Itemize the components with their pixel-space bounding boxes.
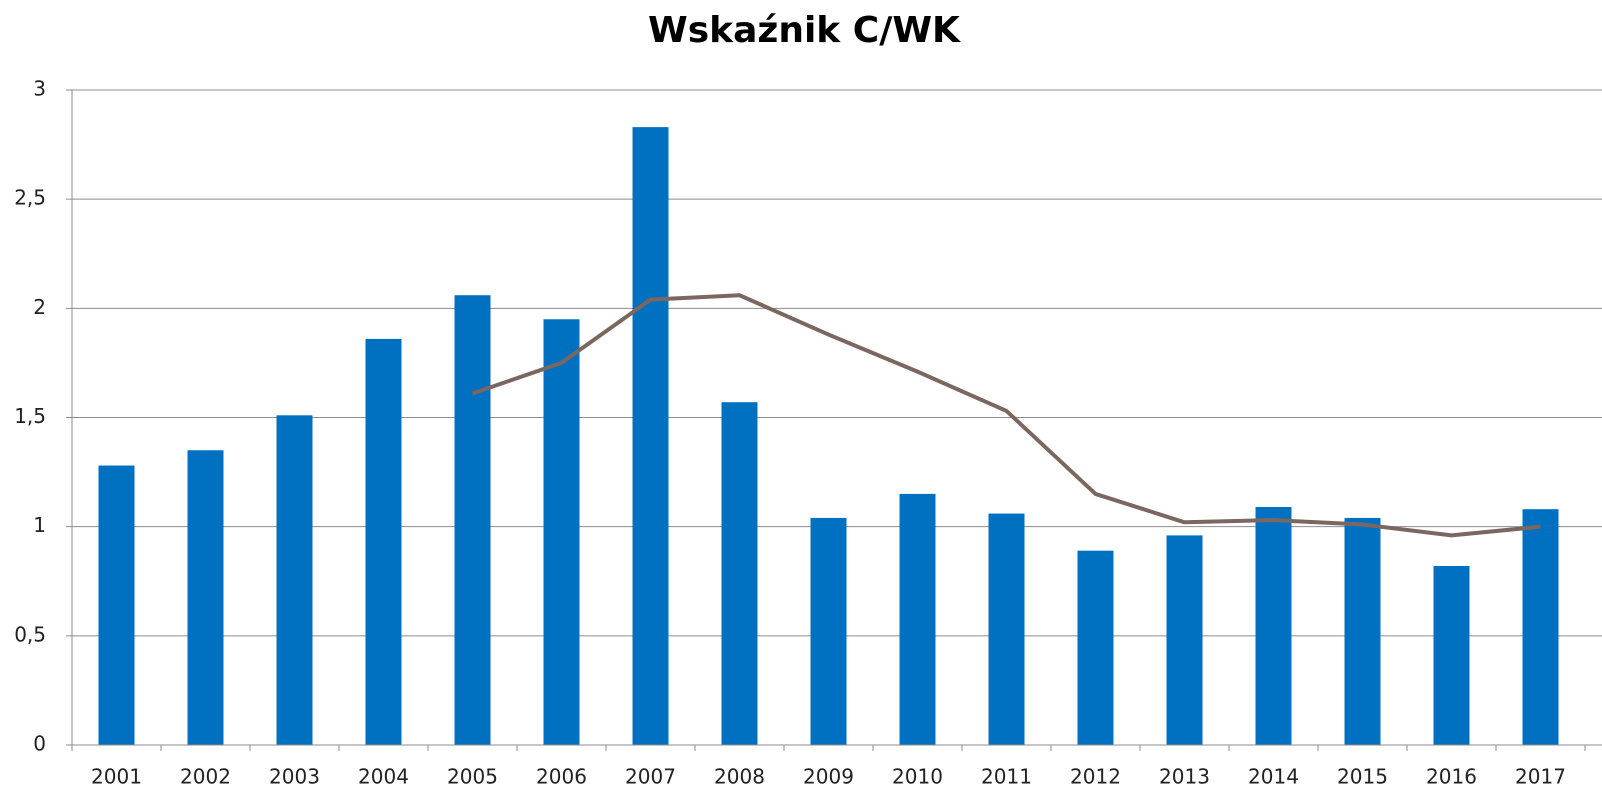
bar [810, 517, 847, 745]
x-tick-label: 2005 [447, 765, 498, 789]
x-tick-label: 2015 [1337, 765, 1388, 789]
x-tick-label: 2009 [803, 765, 854, 789]
chart-title: Wskaźnik C/WK [648, 10, 961, 51]
x-tick-label: 2012 [1070, 765, 1121, 789]
bar [721, 402, 758, 745]
y-tick-label: 3 [33, 77, 46, 101]
bar [187, 450, 224, 745]
bar [1344, 517, 1381, 745]
bar [1255, 507, 1292, 745]
y-tick-label: 1,5 [14, 404, 46, 428]
bar [899, 493, 936, 745]
x-tick-label: 2014 [1248, 765, 1299, 789]
bar [543, 319, 580, 745]
x-tick-label: 2011 [981, 765, 1032, 789]
line [471, 293, 1541, 538]
bar [1077, 550, 1114, 745]
bar [98, 465, 135, 745]
bar [1166, 535, 1203, 745]
bar [1433, 565, 1470, 745]
x-tick-label: 2003 [269, 765, 320, 789]
bar [632, 127, 669, 745]
bar [276, 415, 313, 745]
x-tick-label: 2004 [358, 765, 409, 789]
bar [988, 513, 1025, 745]
x-tick-label: 2016 [1426, 765, 1477, 789]
bar [365, 338, 402, 745]
bar [454, 295, 491, 745]
y-tick-label: 2,5 [14, 186, 46, 210]
x-tick-label: 2010 [892, 765, 943, 789]
x-tick-label: 2002 [180, 765, 231, 789]
y-tick-label: 2 [33, 295, 46, 319]
x-tick-label: 2006 [536, 765, 587, 789]
x-tick-label: 2001 [91, 765, 142, 789]
y-tick-label: 0,5 [14, 622, 46, 646]
x-tick-label: 2017 [1515, 765, 1566, 789]
bar [1522, 509, 1559, 745]
x-tick-label: 2007 [625, 765, 676, 789]
x-tick-label: 2013 [1159, 765, 1210, 789]
y-tick-label: 1 [33, 513, 46, 537]
x-tick-label: 2008 [714, 765, 765, 789]
y-tick-label: 0 [33, 732, 46, 756]
